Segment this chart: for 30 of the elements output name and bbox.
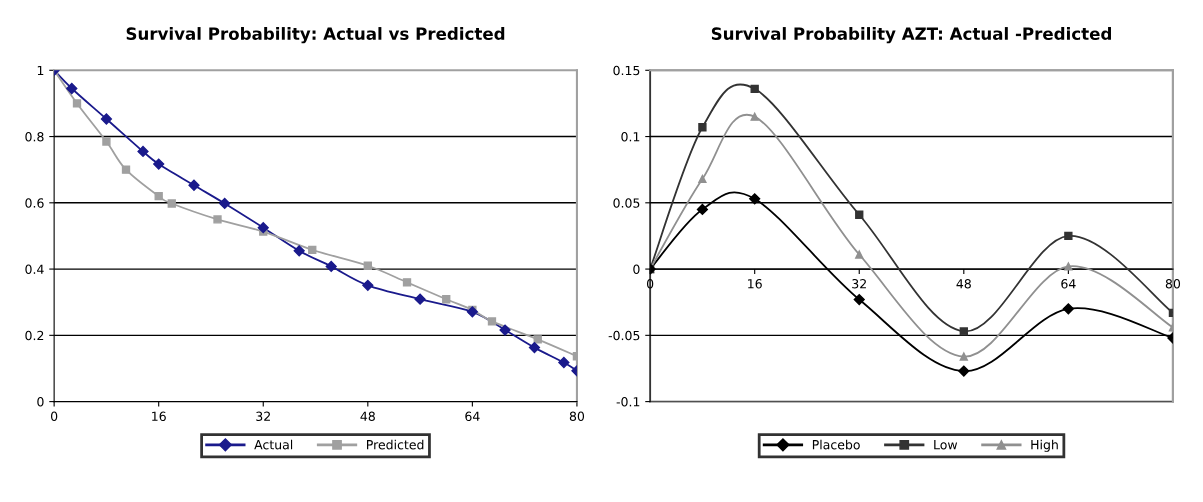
x-tick-label: 16 [152, 411, 166, 421]
y-tick-label: 0 [633, 264, 640, 274]
y-tick-label: 0.4 [25, 264, 44, 274]
y-tick-label: 0.6 [25, 198, 44, 208]
y-tick-label: -0.05 [608, 330, 640, 341]
x-tick-label: 48 [360, 411, 375, 421]
legend-label: Placebo [812, 439, 860, 450]
x-tick-label: 0 [50, 411, 58, 421]
chart-title: Survival Probability: Actual vs Predicted [126, 27, 505, 44]
x-tick-label: 80 [1165, 279, 1181, 289]
y-tick-label: 0.1 [621, 132, 640, 142]
y-tick-label: 0.15 [613, 65, 640, 76]
x-tick-label: 80 [569, 411, 585, 421]
chart-title: Survival Probability AZT: Actual -Predicted [711, 27, 1111, 44]
x-tick-label: 16 [748, 279, 762, 289]
x-tick-label: 32 [256, 411, 270, 421]
y-tick-label: 0 [37, 397, 44, 407]
legend-label: Actual [254, 439, 293, 450]
legend-label: High [1031, 439, 1058, 452]
y-tick-label: 1 [37, 65, 44, 76]
y-tick-label: 0.2 [25, 330, 44, 341]
x-tick-label: 48 [956, 279, 971, 289]
y-tick-label: 0.8 [25, 132, 44, 142]
y-tick-label: 0.05 [613, 198, 640, 208]
legend-label: Predicted [367, 439, 424, 450]
legend-label: Low [934, 440, 958, 450]
x-tick-label: 32 [852, 279, 866, 289]
y-tick-label: -0.1 [616, 397, 640, 407]
x-tick-label: 64 [1061, 279, 1076, 289]
x-tick-label: 64 [465, 411, 480, 421]
